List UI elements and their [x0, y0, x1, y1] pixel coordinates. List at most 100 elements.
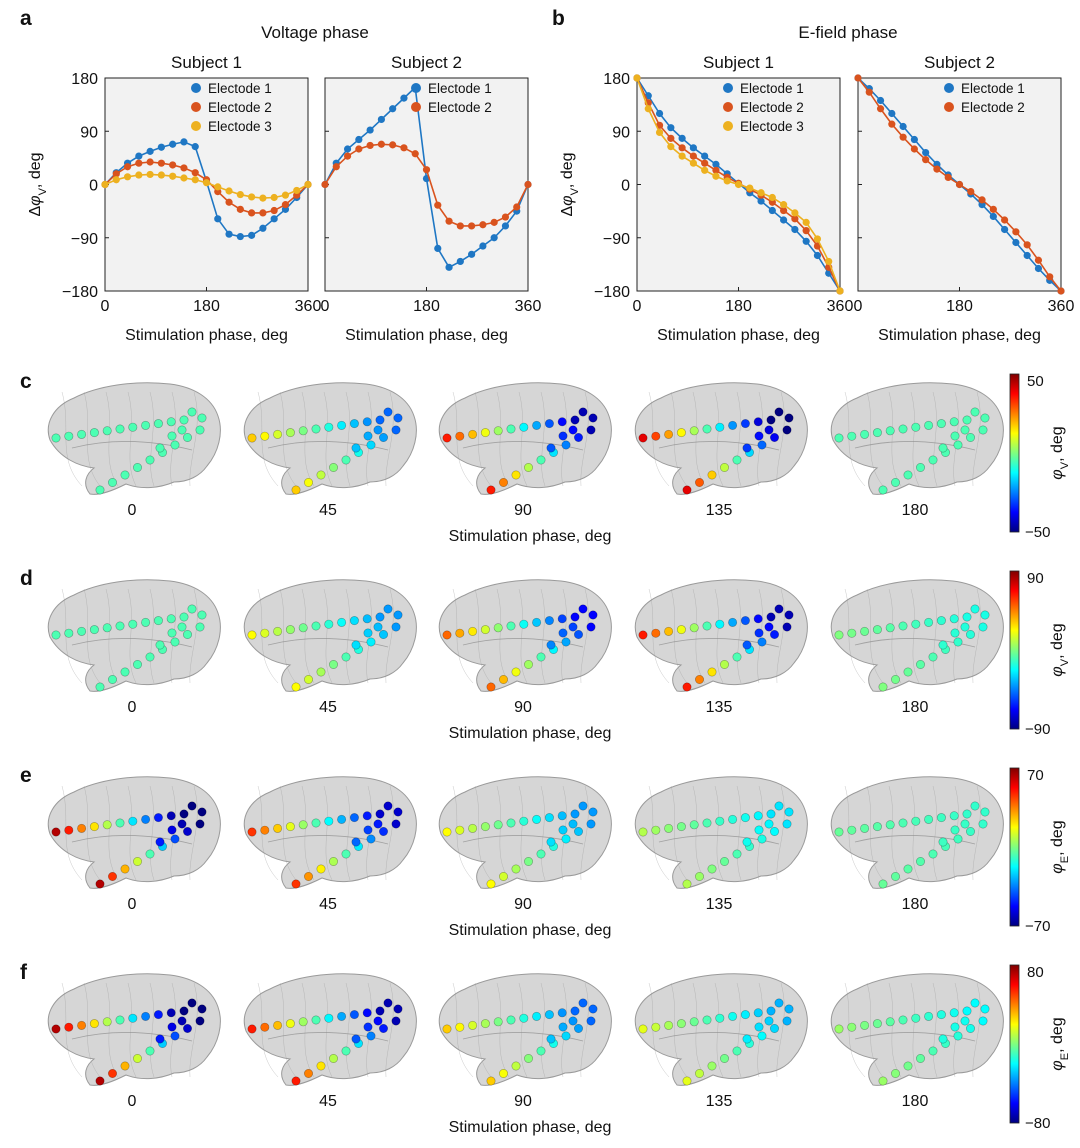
y-tick-label: 90 [80, 124, 98, 141]
chart-title: Subject 2 [924, 53, 995, 72]
y-tick-label: 180 [603, 71, 630, 88]
electrode-marker [903, 470, 913, 480]
electrode-marker [878, 879, 888, 889]
electrode-marker [329, 660, 339, 670]
electrode-marker [980, 610, 990, 620]
electrode-marker [757, 637, 767, 647]
brain-mesh-line [257, 588, 279, 684]
x-tick-label: 0 [101, 298, 110, 315]
electrode-marker [324, 619, 334, 629]
electrode-marker [102, 820, 112, 830]
brain-mesh-line [83, 588, 101, 684]
brain-mesh-line [580, 588, 589, 684]
data-point [304, 180, 312, 189]
data-point [802, 218, 810, 226]
data-point [1046, 273, 1054, 281]
electrode-marker [311, 818, 321, 828]
data-point [910, 145, 918, 153]
data-point [513, 203, 521, 211]
electrode-marker [155, 640, 165, 650]
brain-mesh-line [279, 588, 297, 684]
data-point [445, 263, 453, 271]
brain-map [243, 579, 417, 692]
chart-panel-b-subject-2: Subject 2 0 180 360 Stimulation phase, deg El… [854, 53, 1075, 344]
electrode-marker [570, 809, 580, 819]
brain-mesh-line [972, 391, 981, 487]
data-point [270, 206, 278, 215]
electrode-marker [511, 667, 521, 677]
legend-marker [944, 102, 954, 112]
data-point [202, 179, 211, 187]
electrode-marker [689, 1017, 699, 1027]
electrode-marker [740, 616, 750, 626]
electrode-marker [928, 455, 938, 465]
brain-row-xlabel: Stimulation phase, deg [449, 1119, 612, 1136]
electrode-marker [664, 823, 674, 833]
brain-mesh-line [149, 588, 155, 684]
electrode-marker [847, 825, 857, 835]
electrode-marker [486, 1076, 496, 1086]
electrode-marker [379, 826, 389, 836]
data-point [236, 232, 244, 241]
x-tick-label: 0 [854, 298, 863, 315]
brain-map [634, 579, 808, 692]
electrode-marker [695, 675, 705, 685]
brain-mesh-line [910, 391, 920, 487]
electrode-marker [349, 813, 359, 823]
electrode-marker [574, 1023, 584, 1033]
electrode-marker [782, 1016, 792, 1026]
electrode-marker [558, 1022, 568, 1032]
electrode-marker [363, 1022, 373, 1032]
electrode-marker [102, 1017, 112, 1027]
data-point [967, 188, 975, 196]
electrode-marker [197, 610, 207, 620]
electrode-marker [273, 429, 283, 439]
brain-mesh-line [844, 391, 866, 487]
electrode-marker [187, 801, 197, 811]
electrode-marker [962, 415, 972, 425]
phase-label: 45 [319, 502, 337, 519]
electrode-marker [561, 834, 571, 844]
electrode-marker [638, 630, 648, 640]
data-point [780, 201, 788, 209]
electrode-marker [586, 819, 596, 829]
electrode-marker [506, 818, 516, 828]
y-tick-label: −90 [71, 231, 98, 248]
data-point [876, 105, 885, 113]
electrode-marker [95, 485, 105, 495]
brain-mesh-line [648, 982, 670, 1078]
brain-mesh-line [83, 982, 101, 1078]
electrode-marker [442, 630, 452, 640]
electrode-marker [664, 1020, 674, 1030]
data-point [366, 126, 374, 134]
electrode-marker [391, 622, 401, 632]
electrode-marker [64, 825, 74, 835]
electrode-marker [774, 604, 784, 614]
brain-mesh-line [189, 391, 198, 487]
electrode-marker [511, 1061, 521, 1071]
electrode-marker [651, 431, 661, 441]
electrode-marker [766, 809, 776, 819]
electrode-marker [872, 428, 882, 438]
electrode-marker [64, 431, 74, 441]
electrode-marker [978, 425, 988, 435]
brain-mesh-line [736, 982, 742, 1078]
electrode-marker [916, 857, 926, 867]
brain-mesh-line [257, 982, 279, 1078]
electrode-marker [375, 809, 385, 819]
data-point [180, 164, 188, 172]
colorbar [1009, 373, 1020, 533]
electrode-marker [753, 1008, 763, 1018]
electrode-marker [966, 1023, 976, 1033]
electrode-marker [480, 822, 490, 832]
electrode-marker [133, 660, 143, 670]
data-point [479, 242, 487, 250]
electrode-marker [962, 612, 972, 622]
chart-title: Subject 1 [171, 53, 242, 72]
data-point [746, 184, 754, 192]
data-point [1023, 241, 1031, 249]
data-point [802, 227, 810, 235]
brain-mesh-line [474, 588, 492, 684]
data-point [667, 134, 675, 142]
electrode-marker [720, 463, 730, 473]
